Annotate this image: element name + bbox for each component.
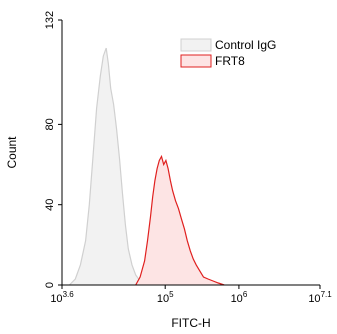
series-area-0 [69,48,149,285]
legend-swatch-1 [180,54,212,68]
ticks: 0 40 80 132 103.6 105 106 107.1 [44,11,332,305]
y-tick-label-2: 80 [44,118,56,130]
series-area-1 [135,156,225,285]
y-tick-label-0: 0 [44,282,56,288]
series-line-0 [68,47,150,286]
x-tick-label-2: 106 [231,290,248,305]
legend: Control IgG FRT8 [180,38,276,68]
x-tick-label-1: 105 [157,290,174,305]
x-axis-title: FITC-H [171,316,210,330]
y-tick-label-1: 40 [44,199,56,211]
axes [61,20,320,286]
plot-area [68,47,225,286]
y-axis-title: Count [5,136,19,169]
x-tick-label-0: 103.6 [50,290,74,305]
legend-label-0: Control IgG [215,38,276,52]
legend-swatch-0 [180,38,212,52]
legend-label-1: FRT8 [215,54,245,68]
series-line-1 [135,154,225,286]
y-tick-label-3: 132 [44,11,56,29]
x-tick-label-3: 107.1 [308,290,332,305]
